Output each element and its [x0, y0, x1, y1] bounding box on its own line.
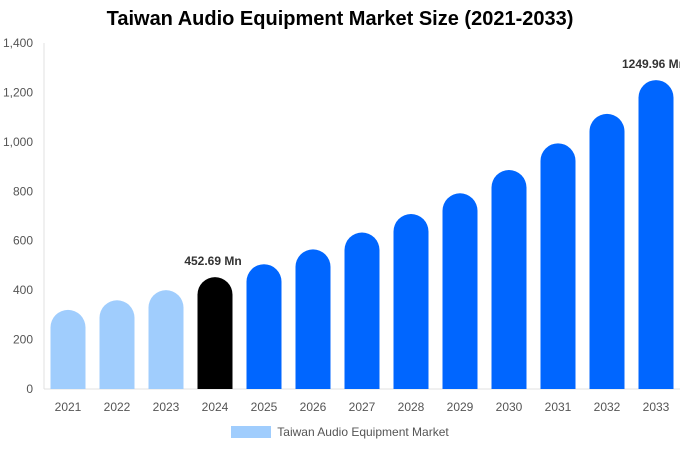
x-tick-label: 2030	[496, 400, 523, 414]
y-tick-label: 600	[13, 234, 33, 248]
y-tick-label: 800	[13, 184, 33, 198]
x-tick-label: 2025	[251, 400, 278, 414]
x-tick-label: 2023	[153, 400, 180, 414]
x-tick-label: 2031	[545, 400, 572, 414]
bar-2033	[638, 80, 674, 390]
chart-title: Taiwan Audio Equipment Market Size (2021…	[106, 8, 574, 30]
x-tick-label: 2026	[300, 400, 327, 414]
bar-2028	[393, 214, 429, 389]
y-tick-label: 0	[26, 382, 33, 396]
x-tick-label: 2022	[104, 400, 131, 414]
y-tick-label: 400	[13, 283, 33, 297]
bar-2024	[197, 277, 233, 389]
x-tick-label: 2033	[643, 400, 670, 414]
bar-2022	[99, 300, 135, 389]
x-tick-label: 2032	[594, 400, 621, 414]
bar-2023	[148, 290, 184, 389]
x-tick-label: 2021	[55, 400, 82, 414]
bar-2032	[589, 113, 625, 389]
legend-label: Taiwan Audio Equipment Market	[277, 425, 449, 439]
x-tick-label: 2028	[398, 400, 425, 414]
bar-2026	[295, 249, 331, 389]
x-tick-label: 2029	[447, 400, 474, 414]
bar-2030	[491, 170, 527, 389]
y-tick-label: 1,200	[3, 85, 33, 99]
bar-2031	[540, 143, 576, 389]
legend: Taiwan Audio Equipment Market	[0, 425, 680, 439]
bar-2027	[344, 232, 380, 389]
bar-2025	[246, 264, 282, 389]
y-tick-label: 1,000	[3, 135, 33, 149]
y-tick-label: 200	[13, 333, 33, 347]
bar-2021	[50, 309, 86, 389]
x-tick-label: 2027	[349, 400, 376, 414]
data-label-2024: 452.69 Mn	[184, 254, 241, 268]
legend-swatch	[231, 426, 272, 438]
y-tick-label: 1,400	[3, 36, 33, 50]
x-tick-label: 2024	[202, 400, 229, 414]
data-label-2033: 1249.96 Mn	[622, 57, 680, 71]
bar-2029	[442, 193, 478, 389]
